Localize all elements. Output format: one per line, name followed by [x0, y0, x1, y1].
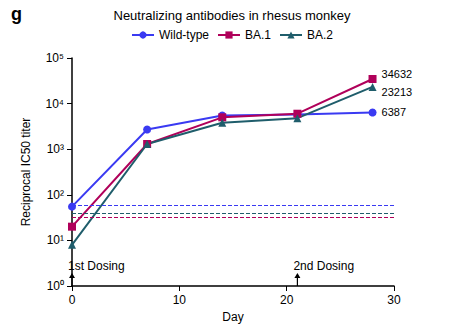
- svg-text:10⁵: 10⁵: [46, 51, 64, 65]
- svg-text:10²: 10²: [47, 188, 64, 202]
- svg-text:g: g: [11, 4, 22, 24]
- svg-text:10⁰: 10⁰: [47, 279, 64, 293]
- svg-text:10: 10: [173, 293, 187, 307]
- svg-text:34632: 34632: [382, 68, 413, 80]
- svg-text:2nd Dosing: 2nd Dosing: [293, 259, 354, 273]
- svg-text:Reciprocal IC50 titer: Reciprocal IC50 titer: [19, 118, 33, 227]
- svg-text:10³: 10³: [47, 142, 64, 156]
- svg-text:30: 30: [387, 293, 401, 307]
- svg-text:BA.2: BA.2: [307, 28, 333, 42]
- svg-text:Wild-type: Wild-type: [159, 28, 209, 42]
- svg-text:Neutralizing antibodies in rhe: Neutralizing antibodies in rhesus monkey: [113, 8, 351, 23]
- svg-text:0: 0: [69, 293, 76, 307]
- svg-text:23213: 23213: [382, 86, 413, 98]
- svg-text:6387: 6387: [382, 106, 406, 118]
- svg-text:10⁴: 10⁴: [45, 97, 64, 111]
- svg-text:20: 20: [280, 293, 294, 307]
- svg-text:BA.1: BA.1: [245, 28, 271, 42]
- svg-text:Day: Day: [222, 310, 243, 324]
- svg-text:10¹: 10¹: [47, 233, 64, 247]
- svg-text:1st Dosing: 1st Dosing: [68, 259, 125, 273]
